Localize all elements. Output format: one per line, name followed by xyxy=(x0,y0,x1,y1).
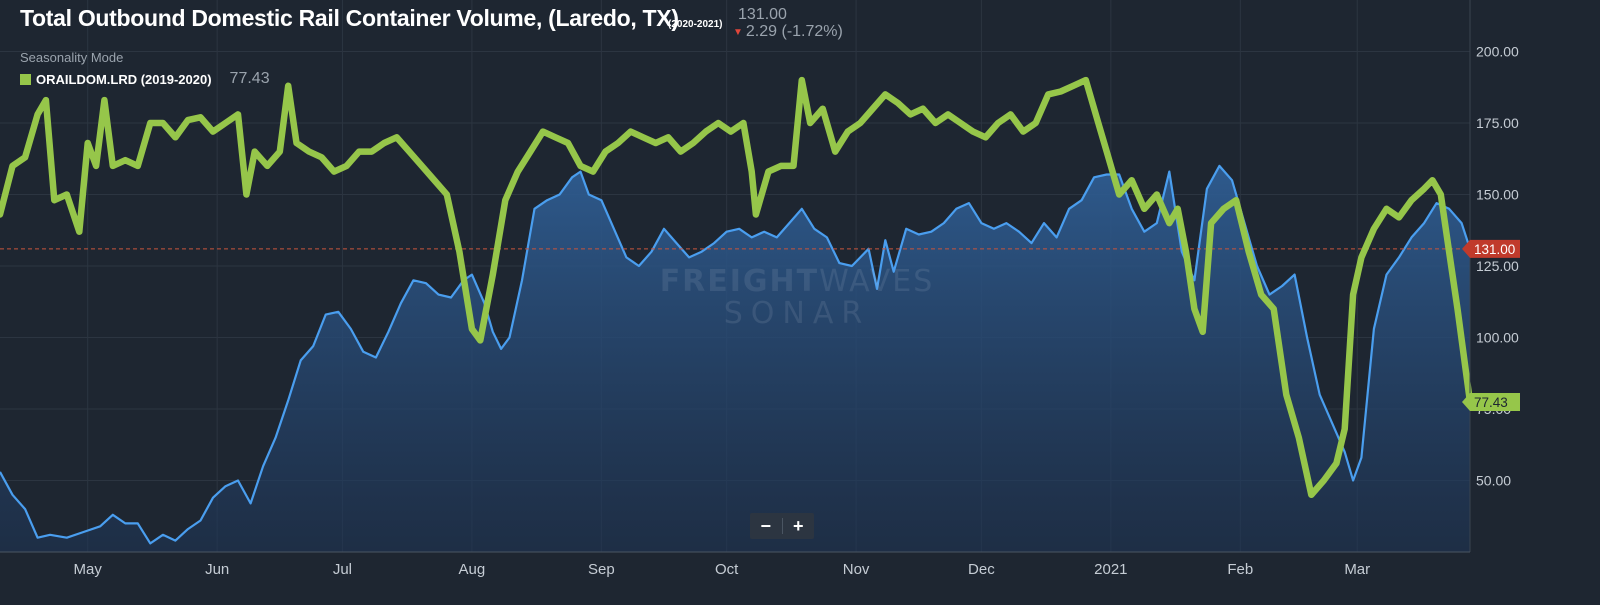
x-tick-label: Feb xyxy=(1227,561,1253,578)
current-value-badge-label: 131.00 xyxy=(1474,242,1515,257)
x-tick-label: Sep xyxy=(588,561,615,578)
chart-subtitle: (2020-2021) xyxy=(668,19,723,30)
zoom-in-button[interactable]: + xyxy=(792,516,804,536)
x-tick-label: Oct xyxy=(715,561,739,578)
legend-swatch xyxy=(20,73,31,85)
y-tick-label: 125.00 xyxy=(1476,258,1519,274)
watermark-line1: FREIGHTWAVES xyxy=(659,264,935,299)
comparison-value-badge-label: 77.43 xyxy=(1474,395,1508,410)
x-tick-label: Jun xyxy=(205,561,229,578)
change-text: 2.29 (-1.72%) xyxy=(745,23,843,40)
current-value-badge-shape xyxy=(1462,239,1520,258)
chart-title: Total Outbound Domestic Rail Container V… xyxy=(20,5,679,31)
last-value: 131.00 xyxy=(738,6,787,23)
line-layer xyxy=(0,76,1474,545)
y-tick-label: 50.00 xyxy=(1476,472,1511,488)
x-tick-label: Nov xyxy=(843,561,870,578)
y-tick-label: 200.00 xyxy=(1476,43,1519,59)
zoom-out-button[interactable]: − xyxy=(760,516,771,536)
series-area-2020-2021 xyxy=(0,165,1470,552)
down-arrow-icon: ▼ xyxy=(733,27,743,38)
legend-series-value: 77.43 xyxy=(229,70,270,87)
legend-item[interactable]: ORAILDOM.LRD (2019-2020) 77.43 xyxy=(20,70,270,88)
comparison-value-badge: 77.43 xyxy=(1462,393,1520,412)
legend-series-name: ORAILDOM.LRD (2019-2020) xyxy=(36,71,212,87)
y-tick-label: 150.00 xyxy=(1476,186,1519,202)
zoom-separator xyxy=(781,518,783,534)
x-tick-label: Aug xyxy=(459,561,486,578)
comparison-value-badge-shape xyxy=(1462,393,1520,412)
value-badges: 131.00 77.43 xyxy=(1462,239,1520,412)
zoom-control: − + xyxy=(750,513,814,539)
y-tick-label: 100.00 xyxy=(1476,329,1519,345)
x-tick-label: Dec xyxy=(968,561,995,578)
area-layer xyxy=(0,165,1470,552)
x-tick-label: May xyxy=(74,561,103,578)
x-tick-label: 2021 xyxy=(1094,561,1127,578)
watermark-line2: SONAR xyxy=(723,296,871,331)
x-tick-label: Mar xyxy=(1344,561,1370,578)
seasonality-mode-label: Seasonality Mode xyxy=(20,50,124,65)
series-line-2019-2020 xyxy=(0,76,1474,499)
y-tick-label: 175.00 xyxy=(1476,115,1519,131)
x-tick-label: Jul xyxy=(333,561,352,578)
current-value-badge: 131.00 xyxy=(1462,239,1520,258)
change-value: ▼ 2.29 (-1.72%) xyxy=(733,23,843,41)
series-line-2020-2021 xyxy=(0,164,1472,545)
